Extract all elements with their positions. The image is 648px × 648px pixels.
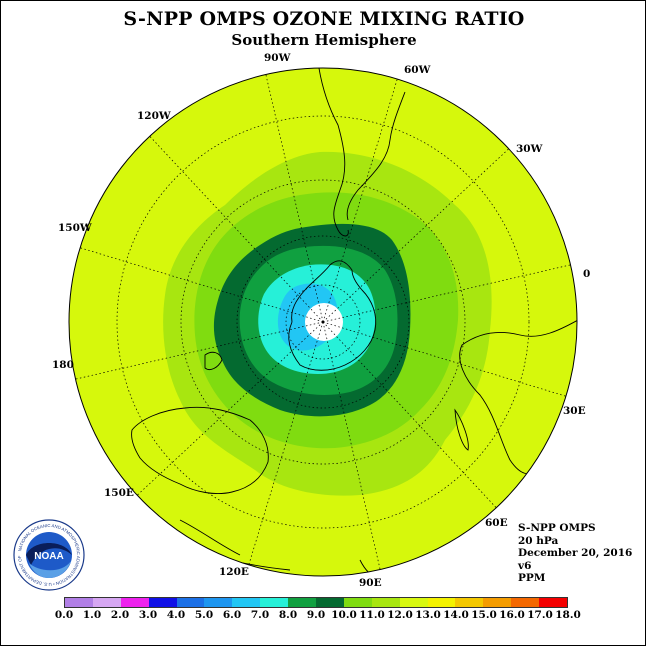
color-scale-segment	[260, 598, 289, 607]
color-scale-tick-label: 9.0	[306, 609, 326, 621]
color-scale-segment	[288, 598, 317, 607]
color-scale-tick-label: 3.0	[138, 609, 158, 621]
color-scale-segment	[204, 598, 233, 607]
info-version: v6	[518, 559, 532, 572]
parallel-circle	[236, 235, 410, 409]
color-scale-segment	[399, 598, 428, 607]
madagascar	[454, 408, 469, 451]
color-scale-tick-label: 0.0	[54, 609, 74, 621]
info-date: December 20, 2016	[518, 547, 633, 560]
south-america-coast	[317, 68, 349, 237]
color-scale-segment	[120, 598, 149, 607]
color-scale-segment	[316, 598, 344, 607]
figure-title: S-NPP OMPS OZONE MIXING RATIO	[123, 8, 525, 30]
info-instrument: S-NPP OMPS	[518, 522, 596, 534]
antarctica-coast	[288, 269, 377, 371]
color-scale-segment	[232, 598, 261, 607]
lon-label-60w: 60W	[404, 64, 431, 76]
color-scale-tick-label: 10.0	[331, 609, 357, 621]
noaa-logo: NOAA NATIONAL OCEANIC AND ATMOSPHERIC AD…	[13, 519, 85, 591]
color-scale-segment	[511, 598, 540, 607]
parallel-circle	[180, 179, 466, 465]
color-scale-tick-label: 16.0	[499, 609, 525, 621]
lon-label-0: 0	[583, 268, 591, 280]
antarctic-peninsula	[291, 260, 353, 323]
color-scale-segment	[539, 598, 568, 607]
color-scale-tick-label: 4.0	[166, 609, 186, 621]
lon-label-90w: 90W	[264, 52, 291, 64]
color-scale-segment	[176, 598, 205, 607]
lon-label-150e: 150E	[104, 487, 134, 499]
color-scale-segment	[65, 598, 93, 607]
color-scale-tick-label: 18.0	[555, 609, 581, 621]
color-scale-segment	[371, 598, 400, 607]
parallel-circle	[116, 115, 530, 529]
info-level: 20 hPa	[518, 534, 559, 547]
pole-marker	[321, 320, 325, 324]
color-scale-tick-label: 7.0	[250, 609, 270, 621]
lon-label-60e: 60E	[485, 517, 508, 529]
africa-coast	[459, 319, 577, 475]
color-scale-tick-label: 1.0	[82, 609, 102, 621]
color-scale-segment	[343, 598, 372, 607]
color-scale-segment	[455, 598, 484, 607]
lon-label-180: 180	[52, 359, 74, 371]
info-block: S-NPP OMPS 20 hPa December 20, 2016 v6 P…	[518, 522, 632, 585]
lon-label-120e: 120E	[219, 566, 249, 578]
figure-subtitle: Southern Hemisphere	[231, 31, 417, 49]
color-scale-tick-label: 2.0	[110, 609, 130, 621]
south-america-coast-east	[346, 91, 406, 221]
info-units: PPM	[518, 572, 546, 585]
lon-label-90e: 90E	[359, 577, 382, 589]
color-scale-tick-label: 8.0	[278, 609, 298, 621]
lon-label-30w: 30W	[516, 143, 543, 155]
color-scale-tick-label: 11.0	[359, 609, 385, 621]
lon-label-120w: 120W	[137, 110, 171, 122]
color-scale-bar	[64, 597, 568, 608]
new-zealand	[204, 351, 223, 371]
noaa-logo-text: NOAA	[34, 551, 63, 562]
color-scale-tick-label: 14.0	[443, 609, 469, 621]
color-scale-tick-label: 17.0	[527, 609, 553, 621]
color-scale-tick-label: 6.0	[222, 609, 242, 621]
australia-coast	[131, 406, 269, 495]
color-scale-tick-label: 5.0	[194, 609, 214, 621]
color-scale-labels: 0.0 1.0 2.0 3.0 4.0 5.0 6.0 7.0 8.0 9.0 10.0 11.0 12…	[55, 609, 581, 623]
color-scale-segment	[148, 598, 177, 607]
map-border	[68, 67, 578, 577]
lon-label-150w: 150W	[58, 222, 92, 234]
parallel-circle	[285, 284, 361, 360]
color-scale-tick-label: 13.0	[415, 609, 441, 621]
lon-label-30e: 30E	[563, 405, 586, 417]
parallels	[116, 115, 530, 529]
color-scale-tick-label: 15.0	[471, 609, 497, 621]
color-scale-segment	[483, 598, 512, 607]
color-scale-segment	[92, 598, 121, 607]
color-scale-tick-label: 12.0	[387, 609, 413, 621]
color-scale-segment	[427, 598, 456, 607]
